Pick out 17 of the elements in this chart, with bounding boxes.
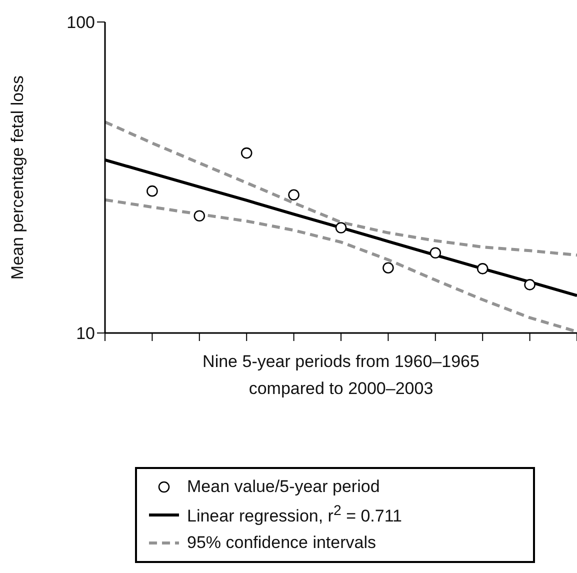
point [524, 279, 536, 290]
x-axis-title: Nine 5-year periods from 1960–1965 compared to 2000–2003 [202, 352, 480, 398]
y-tick-label: 10 [76, 324, 95, 344]
line-series [105, 120, 577, 257]
y-axis-title: Mean percentage fetal loss [8, 75, 28, 280]
y-tick-label: 100 [66, 13, 95, 32]
point [194, 210, 206, 222]
legend-label: 95% confidence intervals [187, 533, 376, 553]
legend-label: Mean value/5-year period [187, 477, 380, 497]
point [382, 262, 394, 274]
point [146, 185, 158, 197]
legend-label: Linear regression, r$^{2}$ = 0.711 [187, 503, 402, 527]
point [240, 147, 252, 159]
point [335, 222, 347, 234]
point [430, 247, 442, 259]
point [288, 189, 300, 201]
point [476, 263, 488, 274]
